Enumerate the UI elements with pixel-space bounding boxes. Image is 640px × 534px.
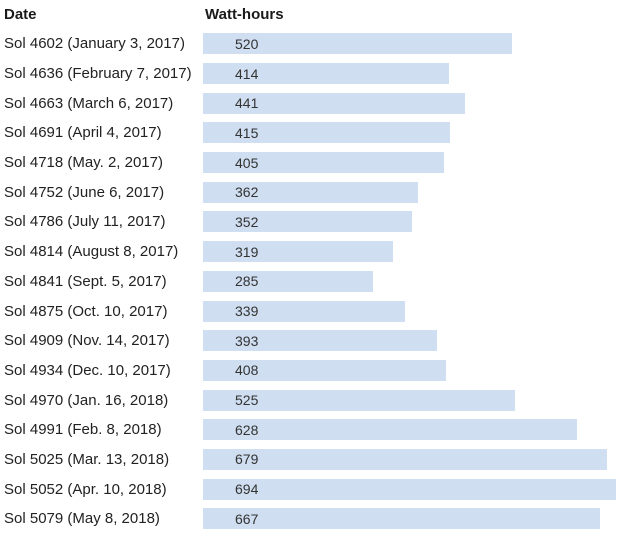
date-column-header: Date xyxy=(4,6,37,23)
watt-hours-bar: 393 xyxy=(203,330,437,352)
date-label: Sol 4909 (Nov. 14, 2017) xyxy=(4,332,170,350)
bar-cell: 525 xyxy=(203,385,640,415)
bar-value-label: 694 xyxy=(235,481,259,498)
bar-value-label: 679 xyxy=(235,451,259,468)
date-label: Sol 4752 (June 6, 2017) xyxy=(4,183,165,201)
watt-hours-column-header: Watt-hours xyxy=(205,6,284,23)
date-label: Sol 4636 (February 7, 2017) xyxy=(4,65,192,83)
watt-hours-bar: 415 xyxy=(203,122,450,144)
table-row: Sol 4602 (January 3, 2017) 520 xyxy=(0,29,640,59)
date-label: Sol 4991 (Feb. 8, 2018) xyxy=(4,421,162,439)
table-row: Sol 5052 (Apr. 10, 2018) 694 xyxy=(0,474,640,504)
table-row: Sol 4786 (July 11, 2017) 352 xyxy=(0,207,640,237)
bar-cell: 285 xyxy=(203,267,640,297)
bar-value-label: 285 xyxy=(235,273,259,290)
bar-value-label: 408 xyxy=(235,362,259,379)
table-row: Sol 4636 (February 7, 2017) 414 xyxy=(0,59,640,89)
bar-value-label: 415 xyxy=(235,124,259,141)
watt-hours-bar: 694 xyxy=(203,478,616,500)
table-row: Sol 4718 (May. 2, 2017) 405 xyxy=(0,148,640,178)
watt-hours-bar: 408 xyxy=(203,359,446,381)
watt-hours-bar: 667 xyxy=(203,508,600,530)
table-row: Sol 4841 (Sept. 5, 2017) 285 xyxy=(0,267,640,297)
table-row: Sol 4691 (April 4, 2017) 415 xyxy=(0,118,640,148)
bar-cell: 414 xyxy=(203,59,640,89)
bar-cell: 679 xyxy=(203,445,640,475)
table-row: Sol 4814 (August 8, 2017) 319 xyxy=(0,237,640,267)
bar-value-label: 352 xyxy=(235,213,259,230)
table-row: Sol 4663 (March 6, 2017) 441 xyxy=(0,88,640,118)
bar-cell: 408 xyxy=(203,356,640,386)
date-label: Sol 4875 (Oct. 10, 2017) xyxy=(4,302,168,320)
date-label: Sol 5052 (Apr. 10, 2018) xyxy=(4,480,167,498)
watt-hours-bar: 520 xyxy=(203,33,513,55)
watt-hours-bar: 319 xyxy=(203,241,393,263)
bar-value-label: 441 xyxy=(235,95,259,112)
date-label: Sol 4663 (March 6, 2017) xyxy=(4,94,174,112)
watt-hours-bar: 339 xyxy=(203,300,405,322)
date-label: Sol 4841 (Sept. 5, 2017) xyxy=(4,272,167,290)
bar-value-label: 393 xyxy=(235,332,259,349)
date-label: Sol 5025 (Mar. 13, 2018) xyxy=(4,450,170,468)
watt-hours-bar: 441 xyxy=(203,92,466,114)
date-label: Sol 4602 (January 3, 2017) xyxy=(4,35,185,53)
table-row: Sol 4909 (Nov. 14, 2017) 393 xyxy=(0,326,640,356)
date-label: Sol 4970 (Jan. 16, 2018) xyxy=(4,391,169,409)
date-label: Sol 4934 (Dec. 10, 2017) xyxy=(4,361,171,379)
bar-cell: 362 xyxy=(203,177,640,207)
table-body: Sol 4602 (January 3, 2017) 520 Sol 4636 (F… xyxy=(0,29,640,534)
bar-cell: 628 xyxy=(203,415,640,445)
bar-value-label: 414 xyxy=(235,65,259,82)
bar-cell: 393 xyxy=(203,326,640,356)
bar-cell: 319 xyxy=(203,237,640,267)
bar-value-label: 362 xyxy=(235,184,259,201)
table-row: Sol 4991 (Feb. 8, 2018) 628 xyxy=(0,415,640,445)
bar-cell: 520 xyxy=(203,29,640,59)
bar-value-label: 525 xyxy=(235,392,259,409)
date-label: Sol 4718 (May. 2, 2017) xyxy=(4,154,163,172)
bar-value-label: 520 xyxy=(235,35,259,52)
table-row: Sol 4934 (Dec. 10, 2017) 408 xyxy=(0,356,640,386)
bar-value-label: 319 xyxy=(235,243,259,260)
watt-hours-bar: 405 xyxy=(203,152,444,174)
bar-value-label: 405 xyxy=(235,154,259,171)
bar-value-label: 628 xyxy=(235,421,259,438)
date-label: Sol 4786 (July 11, 2017) xyxy=(4,213,166,231)
date-label: Sol 4814 (August 8, 2017) xyxy=(4,243,179,261)
bar-value-label: 667 xyxy=(235,510,259,527)
watt-hours-bar: 362 xyxy=(203,181,419,203)
table-row: Sol 5025 (Mar. 13, 2018) 679 xyxy=(0,445,640,475)
watt-hours-bar: 628 xyxy=(203,419,577,441)
bar-cell: 415 xyxy=(203,118,640,148)
table-row: Sol 5079 (May 8, 2018) 667 xyxy=(0,504,640,534)
watt-hours-bar: 525 xyxy=(203,389,516,411)
watt-hours-bar: 679 xyxy=(203,448,607,470)
bar-cell: 405 xyxy=(203,148,640,178)
table-row: Sol 4752 (June 6, 2017) 362 xyxy=(0,177,640,207)
table-row: Sol 4875 (Oct. 10, 2017) 339 xyxy=(0,296,640,326)
table-header-row: Date Watt-hours xyxy=(0,0,640,29)
bar-cell: 352 xyxy=(203,207,640,237)
date-label: Sol 5079 (May 8, 2018) xyxy=(4,510,160,528)
date-label: Sol 4691 (April 4, 2017) xyxy=(4,124,162,142)
bar-cell: 441 xyxy=(203,88,640,118)
bar-cell: 339 xyxy=(203,296,640,326)
watt-hours-bar: 414 xyxy=(203,63,450,85)
bar-cell: 694 xyxy=(203,474,640,504)
bar-cell: 667 xyxy=(203,504,640,534)
bar-value-label: 339 xyxy=(235,303,259,320)
watt-hours-bar: 352 xyxy=(203,211,413,233)
table-row: Sol 4970 (Jan. 16, 2018) 525 xyxy=(0,385,640,415)
watt-hours-bar: 285 xyxy=(203,270,373,292)
